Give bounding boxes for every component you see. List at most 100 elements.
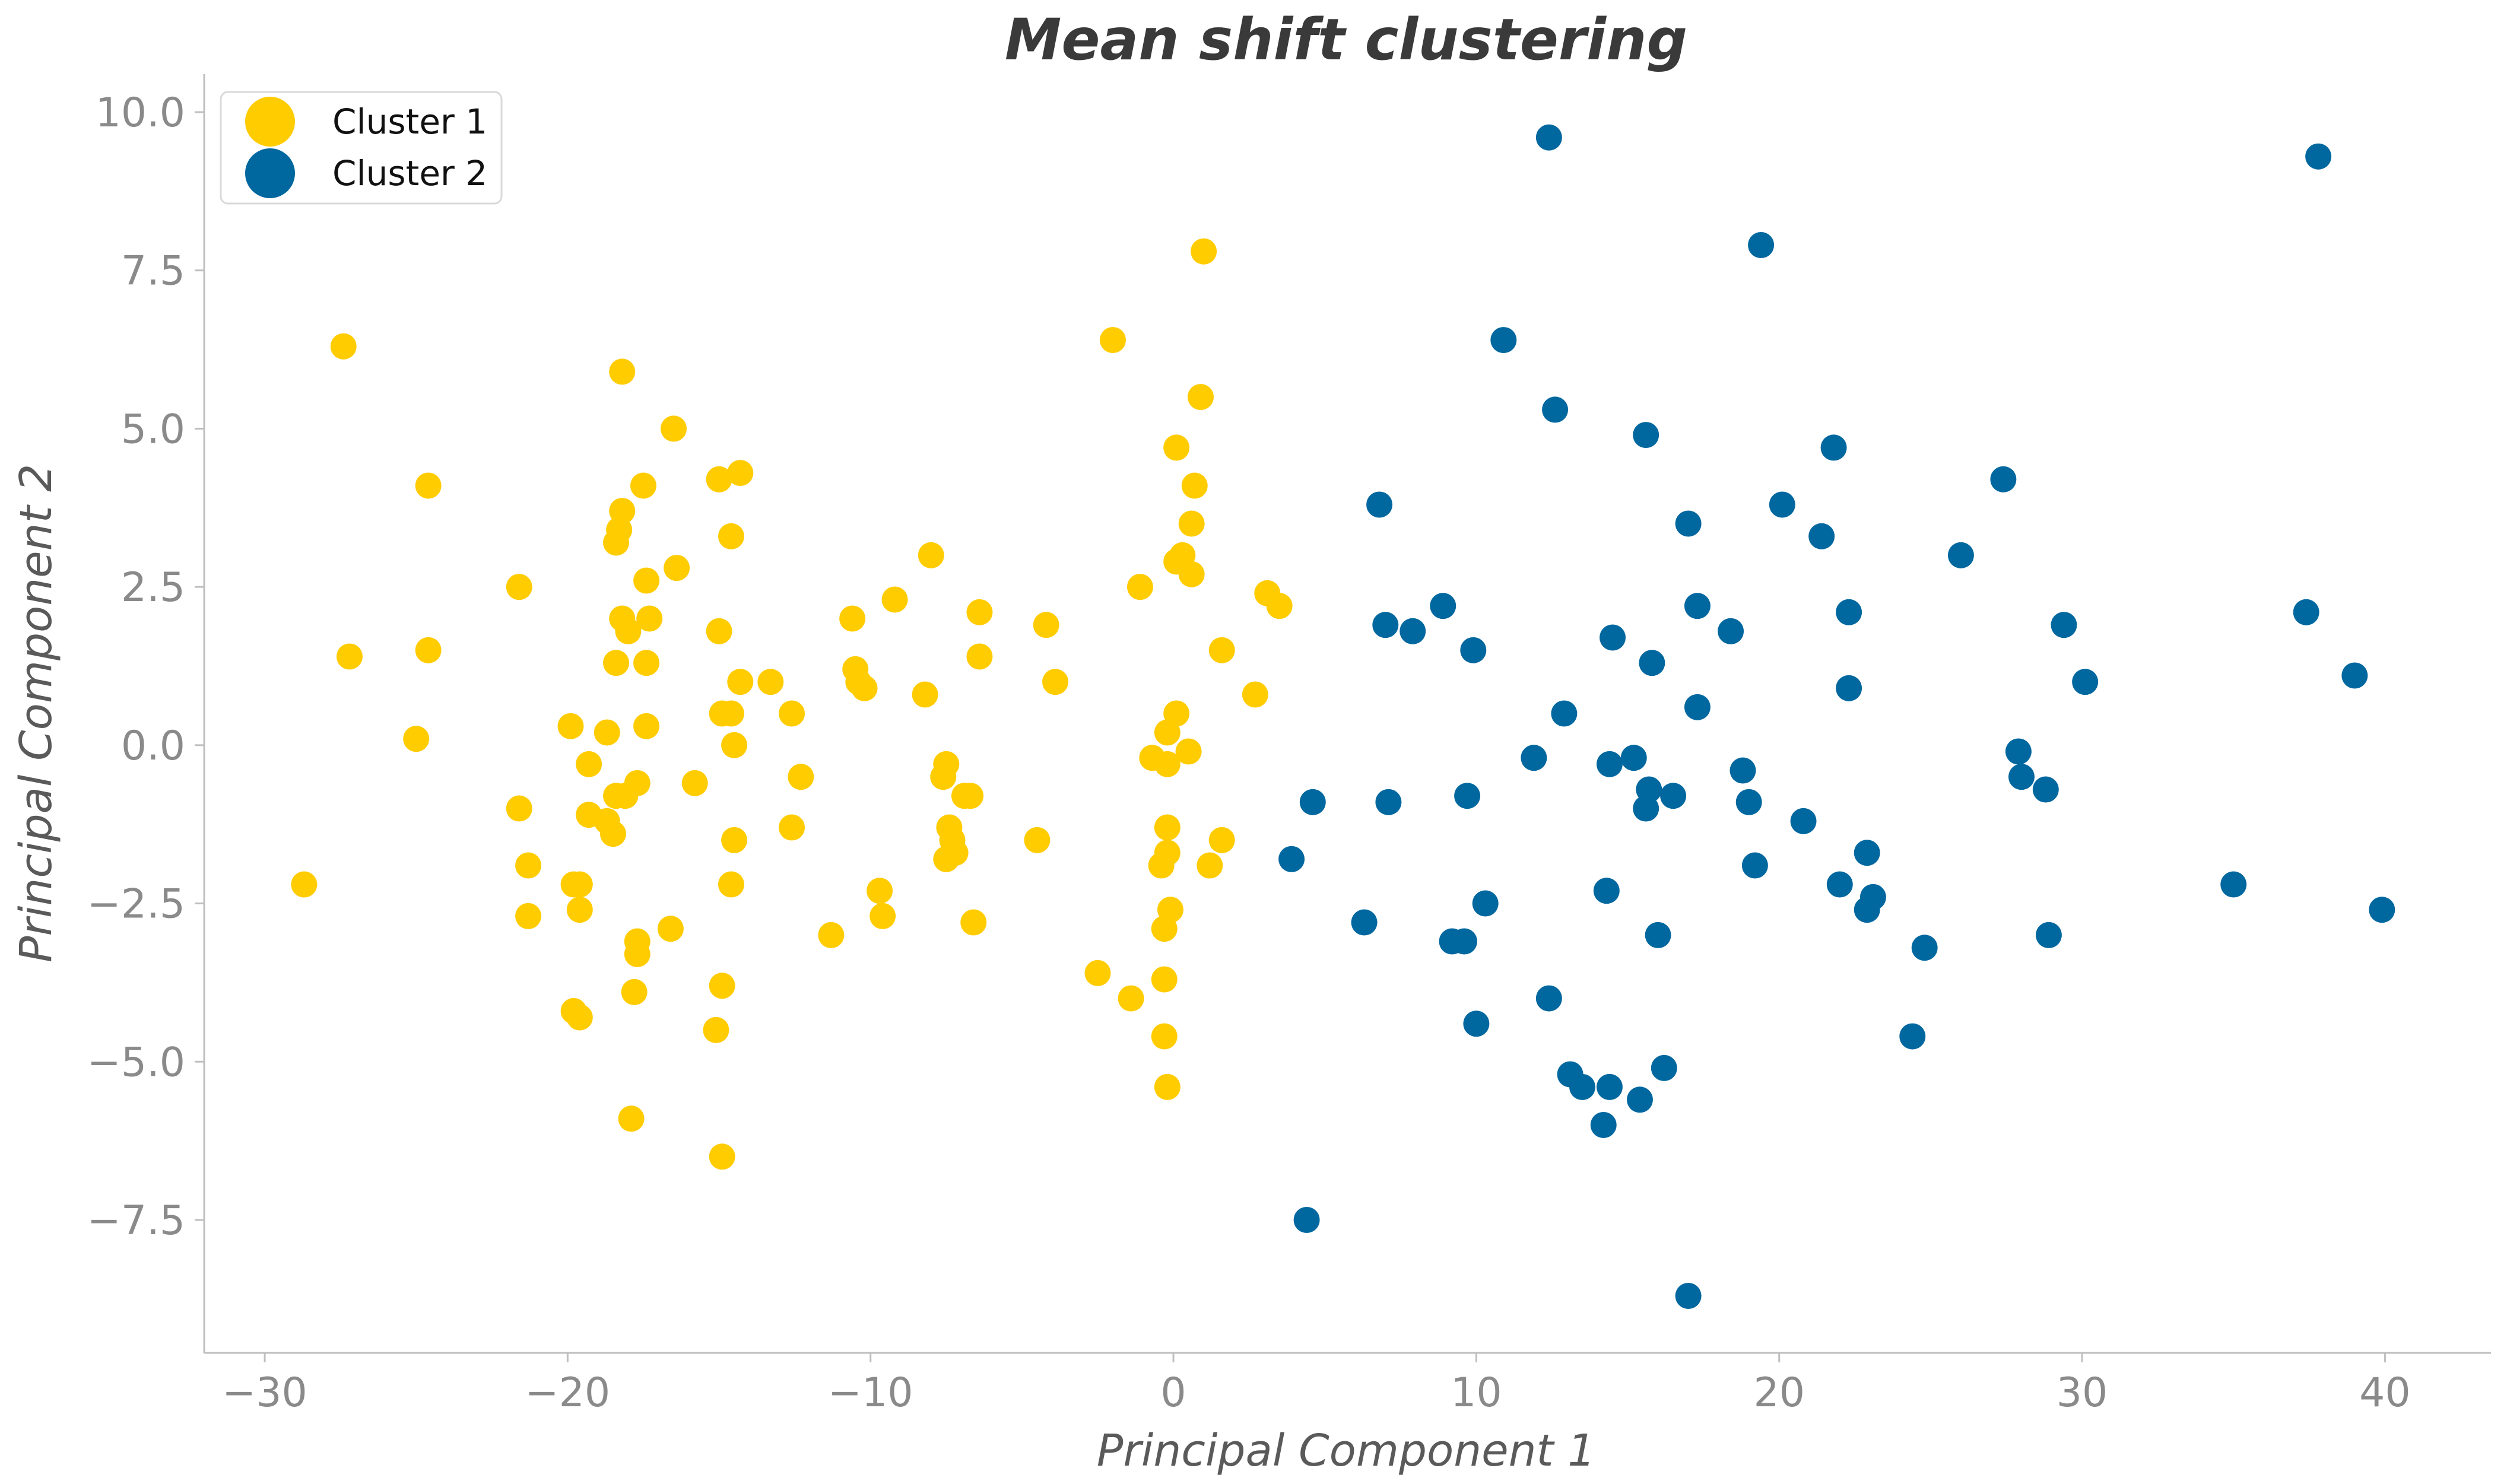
cluster-1-point [1126,574,1153,600]
cluster-2-point [1366,491,1393,518]
cluster-1-point [615,618,642,644]
cluster-1-point [727,460,754,487]
cluster-2-point [1451,928,1477,955]
cluster-1-point [788,764,814,790]
cluster-2-point [1521,745,1547,771]
cluster-2-point [2072,669,2099,695]
cluster-1-point [1178,510,1205,537]
cluster-2-point [1293,1206,1320,1233]
cluster-1-point [594,719,620,746]
cluster-2-point [1463,1010,1490,1037]
cluster-1-point [718,523,744,549]
cluster-2-point [1535,985,1562,1012]
x-tick-label: −30 [222,1369,307,1416]
cluster-1-point [415,472,442,499]
cluster-1-point [881,586,908,613]
cluster-1-point [918,542,944,568]
cluster-2-point [2341,662,2368,689]
cluster-1-point [624,770,650,796]
legend: Cluster 1 Cluster 2 [220,91,503,205]
cluster-2-point [1675,1282,1702,1309]
cluster-1-point [839,605,866,632]
cluster-1-point [336,643,363,670]
cluster-1-point [1197,852,1223,879]
cluster-1-point [633,713,660,739]
cluster-1-point [415,637,442,663]
x-tick-label: 0 [1160,1369,1186,1416]
cluster-2-point [1542,396,1569,423]
cluster-2-point [2220,871,2247,898]
y-tick-label: 5.0 [121,406,185,453]
cluster-2-point [2369,897,2395,923]
cluster-2-point [1620,745,1647,771]
cluster-1-point [1099,327,1126,354]
cluster-2-point [1351,909,1378,936]
cluster-1-point [291,871,318,898]
cluster-2-point [1808,523,1835,549]
y-tick-label: 0.0 [121,723,185,770]
x-tick-label: 20 [1753,1369,1805,1416]
cluster-1-point [661,415,687,442]
legend-label-cluster-1: Cluster 1 [332,101,487,142]
cluster-1-point [603,650,630,676]
cluster-1-point [1266,593,1293,619]
cluster-1-point [566,897,593,923]
cluster-2-point [1684,593,1711,619]
x-tick-label: 40 [2359,1369,2411,1416]
cluster-2-point [1859,884,1886,910]
cluster-1-point [779,814,805,841]
cluster-2-point [2008,764,2035,790]
cluster-2-point [1836,599,1862,625]
cluster-1-point [1178,561,1205,587]
cluster-2-point [1836,675,1862,701]
cluster-1-point [1163,700,1190,727]
cluster-2-point [1748,232,1775,259]
cluster-1-point [609,358,636,385]
cluster-1-point [1187,384,1214,411]
cluster-2-point [1278,846,1305,872]
cluster-2-point [1490,327,1517,354]
chart-title: Mean shift clustering [1005,7,1687,73]
y-tick-label: −5.0 [87,1039,185,1086]
x-tick-label: 30 [2057,1369,2108,1416]
x-axis-ticks: −30 −20 −10 0 10 20 30 40 [222,1353,2411,1416]
cluster-1-point [566,1004,593,1031]
cluster-1-point [1191,238,1217,265]
cluster-2-point [1990,466,2017,492]
cluster-1-point [933,846,960,872]
cluster-2-point [1535,124,1562,151]
cluster-1-point [966,599,993,625]
cluster-2-point [1596,1073,1623,1100]
cluster-1-point [515,903,542,929]
cluster-1-point [706,618,732,644]
cluster-1-point [599,821,626,847]
cluster-1-point [657,916,684,942]
cluster-2-point [1551,700,1578,727]
cluster-1-point [1084,959,1111,986]
cluster-2-point [1430,593,1456,619]
cluster-2-point [1299,789,1326,815]
cluster-2-point [1460,637,1487,663]
cluster-1-point [1154,814,1180,841]
cluster-1-point [1033,612,1059,638]
cluster-2-point [1375,789,1402,815]
cluster-2-point [1600,624,1626,651]
cluster-1-point [912,681,938,708]
cluster-1-point [633,650,660,676]
cluster-1-point [557,713,584,739]
cluster-1-point [506,574,532,600]
legend-label-cluster-2: Cluster 2 [332,153,487,193]
cluster-1-point [630,472,656,499]
cluster-1-point [636,605,663,632]
cluster-2-point [1718,618,1744,644]
cluster-1-point [1042,669,1069,695]
cluster-2-point [1372,612,1399,638]
cluster-2-point [1741,852,1768,879]
cluster-1-point [618,1105,645,1132]
cluster-1-point [966,643,993,670]
cluster-2-point [2051,612,2077,638]
y-axis-label: Principal Component 2 [11,464,62,962]
cluster-1-point [566,871,593,898]
cluster-1-point [718,871,744,898]
